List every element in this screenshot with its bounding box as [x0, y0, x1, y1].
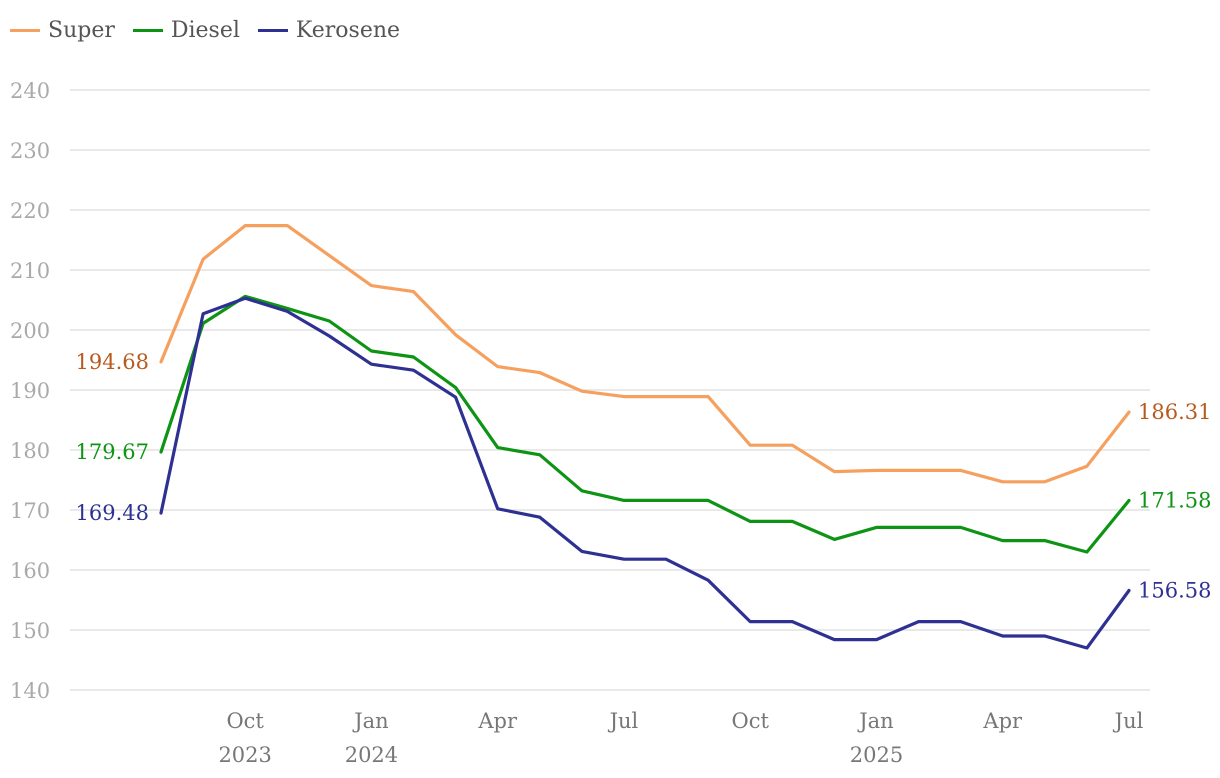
x-tick-label: Jul [608, 709, 639, 733]
y-tick-label: 190 [10, 379, 50, 403]
x-axis: Oct 2023 Jan 2024 Apr Jul Oct Jan 2025 Apr Jul [218, 709, 1143, 767]
y-tick-label: 210 [10, 259, 50, 283]
x-tick-label: Oct [226, 709, 264, 733]
legend-item-super[interactable]: Super [10, 18, 115, 43]
legend-label-kerosene: Kerosene [295, 18, 401, 43]
series-line-diesel [159, 294, 1131, 554]
end-value-label-super: 186.31 [1138, 400, 1211, 424]
y-tick-label: 140 [10, 679, 50, 703]
y-axis: 140 150 160 170 180 190 200 210 220 230 240 [10, 79, 50, 703]
end-value-label-kerosene: 156.58 [1138, 579, 1211, 603]
legend-swatch-super [10, 29, 40, 32]
x-tick-year-label: 2025 [850, 743, 903, 767]
x-tick-label: Jan [352, 709, 388, 733]
legend-item-diesel[interactable]: Diesel [132, 18, 240, 43]
y-tick-label: 170 [10, 499, 50, 523]
y-tick-label: 200 [10, 319, 50, 343]
x-tick-year-label: 2023 [218, 743, 271, 767]
x-tick-label: Jan [857, 709, 893, 733]
legend-swatch-diesel [132, 29, 163, 32]
y-tick-label: 150 [10, 619, 50, 643]
series-line-kerosene [159, 296, 1131, 650]
x-tick-label: Oct [732, 709, 770, 733]
y-tick-label: 230 [10, 139, 50, 163]
grid-lines [70, 89, 1150, 691]
start-value-label-super: 194.68 [76, 350, 149, 374]
y-tick-label: 220 [10, 199, 50, 223]
y-tick-label: 180 [10, 439, 50, 463]
x-tick-label: Jul [1113, 709, 1144, 733]
start-value-label-kerosene: 169.48 [76, 501, 149, 525]
legend-swatch-kerosene [257, 29, 288, 32]
start-value-label-diesel: 179.67 [76, 440, 149, 464]
legend: Super Diesel Kerosene [10, 18, 400, 43]
series-lines [159, 224, 1131, 650]
legend-label-super: Super [48, 18, 115, 43]
legend-label-diesel: Diesel [170, 18, 240, 43]
data-labels: 194.68 186.31 179.67 171.58 169.48 156.58 [76, 350, 1212, 603]
x-tick-label: Apr [477, 709, 518, 733]
series-line-super [159, 224, 1131, 484]
y-tick-label: 240 [10, 79, 50, 103]
y-tick-label: 160 [10, 559, 50, 583]
legend-item-kerosene[interactable]: Kerosene [257, 18, 401, 43]
x-tick-year-label: 2024 [345, 743, 398, 767]
end-value-label-diesel: 171.58 [1138, 489, 1211, 513]
x-tick-label: Apr [982, 709, 1023, 733]
